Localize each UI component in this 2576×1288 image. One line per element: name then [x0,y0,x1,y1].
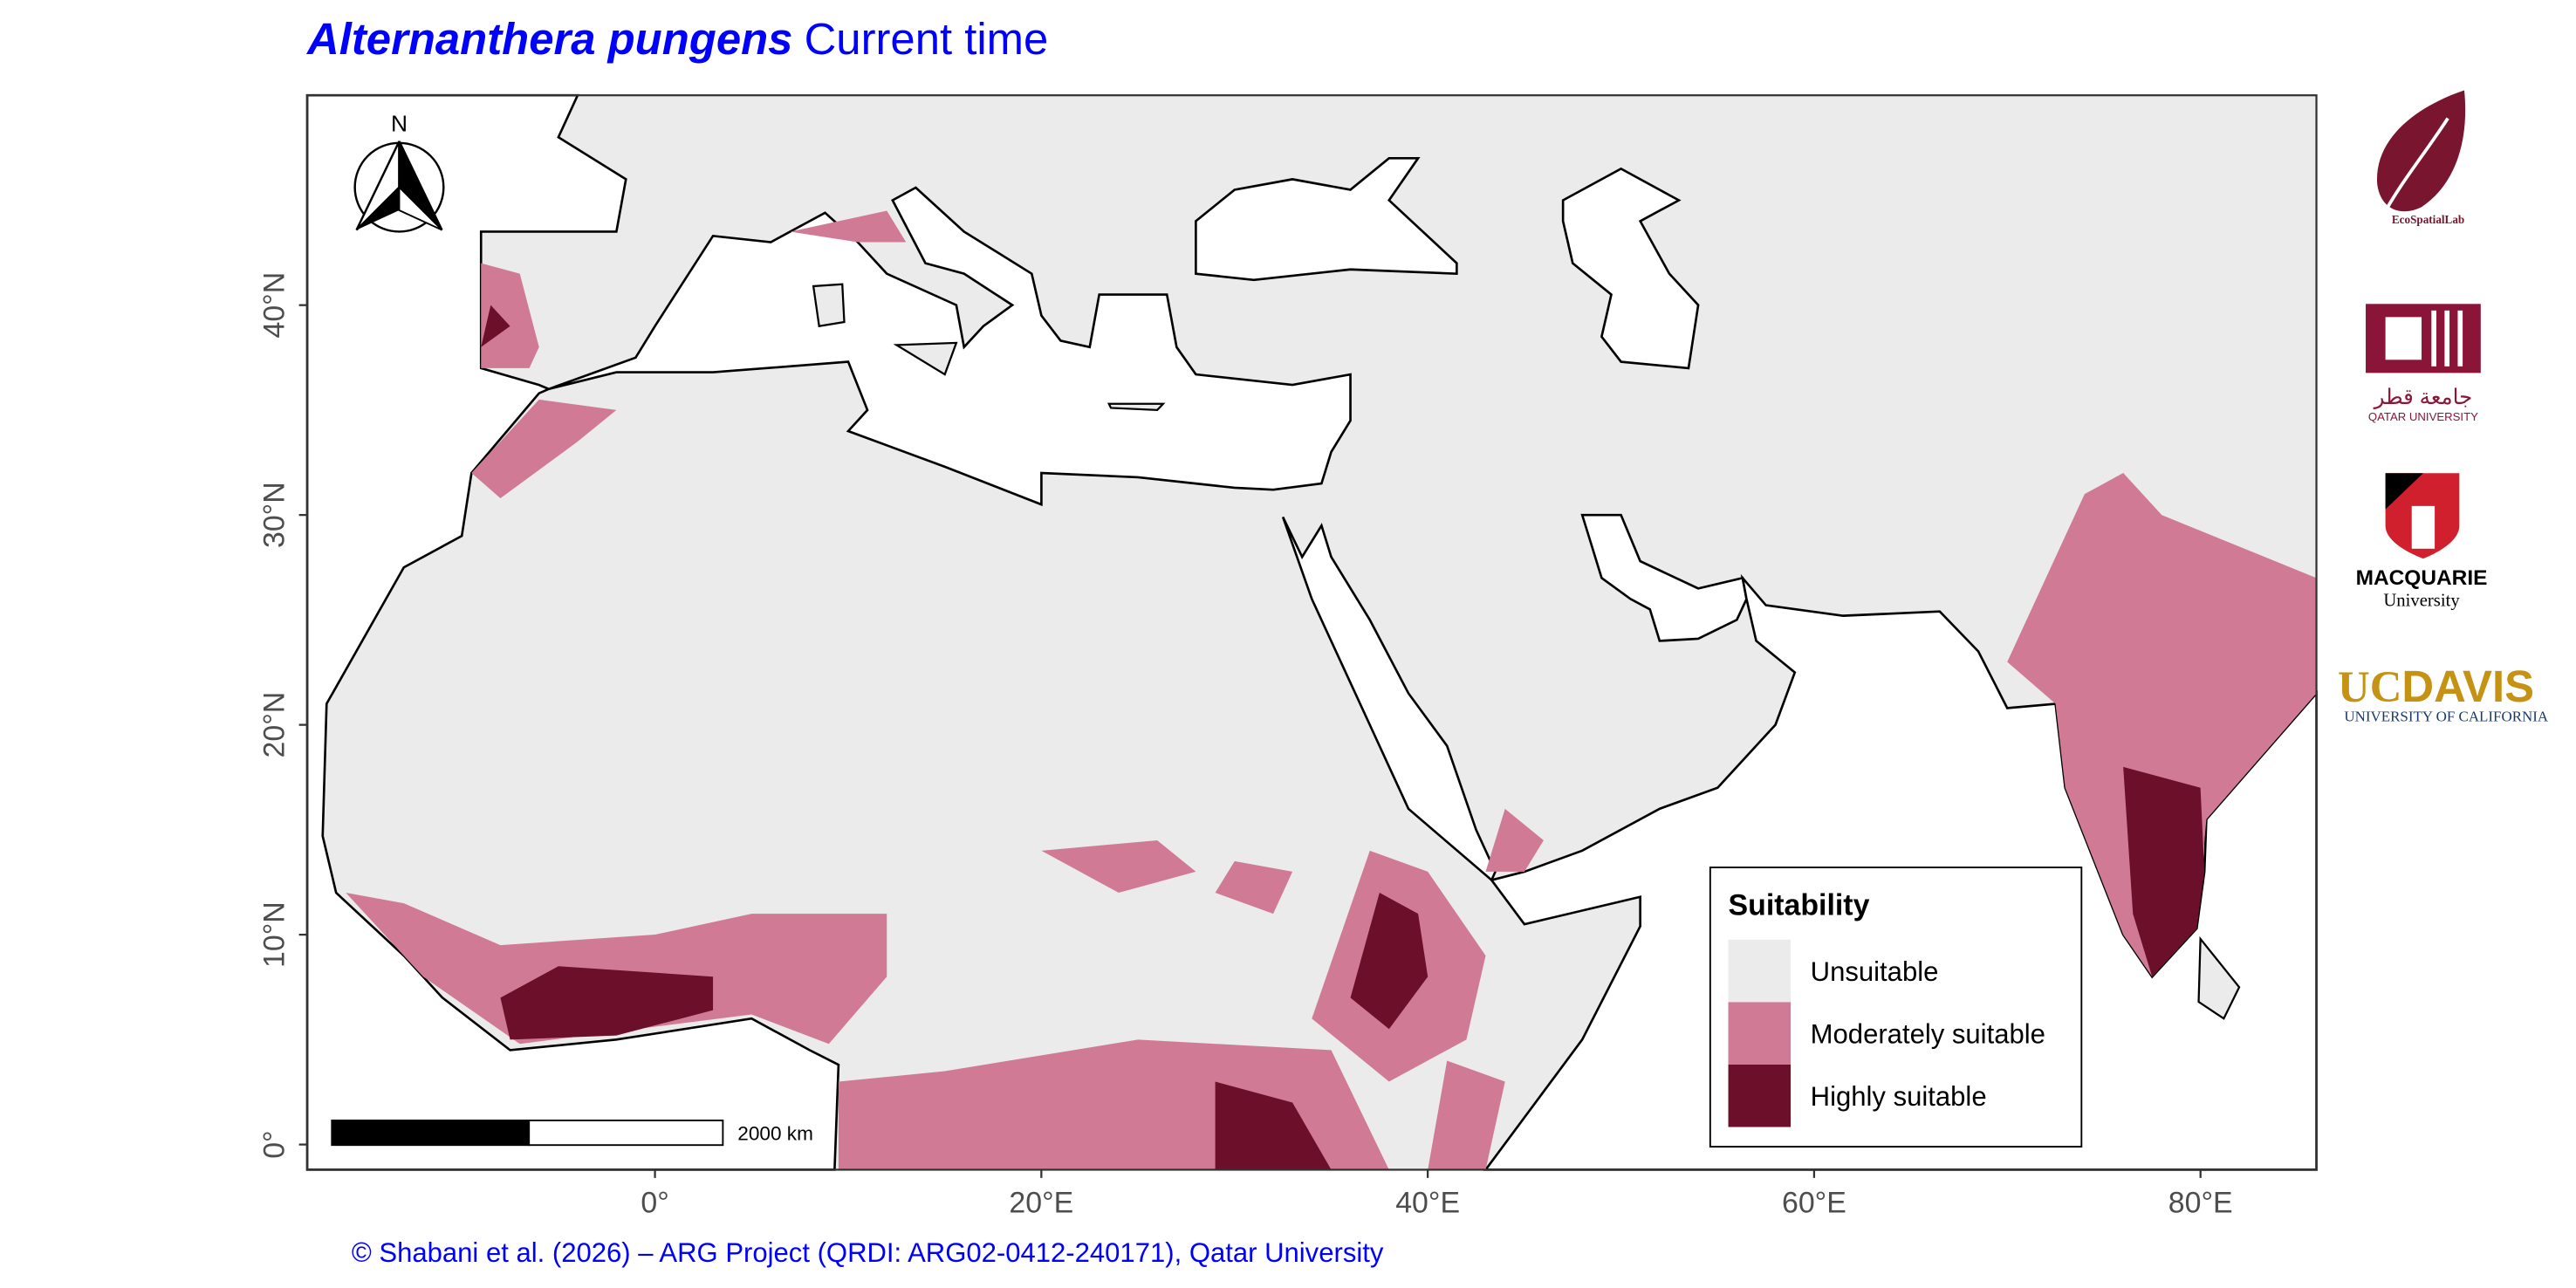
suitability-regions [346,210,2317,1170]
highly-suitable-area [2123,766,2205,977]
leaf [2376,90,2466,212]
qatar-logo: جامعة قطر QATAR UNIVERSITY [2366,304,2481,423]
moderately-suitable-area [790,210,907,243]
uc: UC [2338,662,2401,711]
moderately-suitable-area [1215,860,1293,915]
scale-bar-white [528,1120,724,1147]
davis: DAVIS [2401,661,2534,711]
qatar-bar [2431,310,2436,367]
legend-swatch [1728,939,1792,1003]
leaf-vein [2381,117,2449,218]
highly-suitable-area [1215,1081,1332,1170]
north-label: N [391,111,408,137]
legend-title: Suitability [1729,889,1870,922]
y-tick-label: 40°N [258,272,291,339]
legend: Suitability Unsuitable Moderately suitabl… [1709,867,2083,1148]
macquarie-text: MACQUARIE [2356,566,2488,590]
macquarie-logo: MACQUARIE University [2356,473,2488,611]
qatar-emblem [2366,304,2481,373]
moderately-suitable-area [1428,1060,1505,1170]
axes: 0° 20°E 40°E 60°E 80°E 0° 10°N 20°N 30°N 40°N [258,272,2233,1220]
arrow-base-right [398,185,443,231]
x-tick-label: 20°E [1009,1186,1073,1219]
island [2197,935,2241,1020]
ucdavis-logo: UCDAVIS UNIVERSITY OF CALIFORNIA [2338,661,2549,725]
qatar-text: QATAR UNIVERSITY [2368,410,2478,423]
x-tick-label: 80°E [2168,1186,2233,1219]
ecospatial-logo: EcoSpatialLab [2376,90,2466,226]
legend-label: Highly suitable [1811,1081,1987,1112]
moderately-suitable-area [471,399,617,499]
moderately-suitable-area [346,893,887,1045]
qatar-bar [2457,310,2463,367]
y-tick-label: 0° [258,1130,291,1158]
island [1106,402,1166,412]
legend-label: Unsuitable [1811,956,1939,987]
y-tick-label: 10°N [258,901,291,968]
legend-label: Moderately suitable [1811,1018,2045,1049]
sea [1561,167,1700,370]
ucdavis-uc: UCDAVIS [2338,661,2534,711]
macquarie-tower [2411,505,2436,549]
ucdavis-sub: UNIVERSITY OF CALIFORNIA [2344,708,2548,724]
island [893,341,958,376]
sea [1195,156,1458,282]
x-tick-label: 0° [641,1186,668,1219]
islands [812,283,2241,1020]
sea [1281,516,1497,882]
island [812,283,846,328]
map-frame [305,94,2318,1171]
qatar-arabic: جامعة قطر [2374,386,2473,409]
legend-swatch [1728,1002,1792,1065]
highly-suitable-area [1350,893,1428,1030]
qatar-bar [2444,310,2450,367]
highly-suitable-area [481,305,510,347]
highly-suitable-area [500,966,714,1040]
qatar-emblem-inner [2385,317,2422,360]
scale-bar-label: 2000 km [737,1123,813,1145]
moderately-suitable-area [1041,839,1196,894]
ecospatial-text: EcoSpatialLab [2392,213,2464,226]
y-tick-label: 20°N [258,692,291,758]
moderately-suitable-area [1485,808,1544,872]
arrow-base-left [356,187,400,230]
sea [1580,513,1748,642]
y-tick-label: 30°N [258,482,291,548]
period: Current time [805,14,1049,64]
logos: EcoSpatialLab جامعة قطر QATAR UNIVERSITY… [2338,90,2549,725]
species-name: Alternanthera pungens [305,14,792,64]
scale-bar-black [331,1120,531,1147]
title: Alternanthera pungens Current time [305,14,1048,64]
x-tick-label: 60°E [1782,1186,1846,1219]
macquarie-sub: University [2383,592,2460,611]
credit: © Shabani et al. (2026) – ARG Project (Q… [352,1237,1384,1268]
moderately-suitable-area [2007,473,2317,977]
legend-swatch [1728,1064,1792,1127]
north-arrow: N [353,111,445,233]
moderately-suitable-area [481,263,539,368]
sea [305,93,840,1171]
x-tick-label: 40°E [1395,1186,1460,1219]
scale-bar: 2000 km [331,1120,813,1147]
